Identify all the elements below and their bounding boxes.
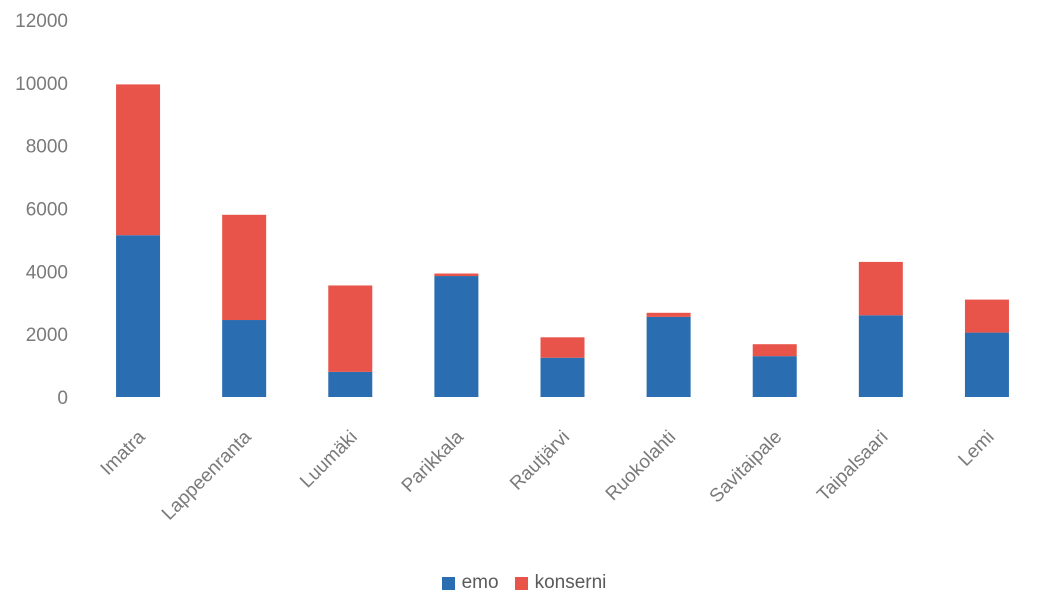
x-tick-label: Lappeenranta — [158, 426, 256, 524]
bar-konserni-0 — [116, 84, 161, 236]
legend-swatch-konserni — [514, 576, 528, 590]
x-tick-label: Imatra — [97, 426, 150, 479]
legend: emo konserni — [0, 572, 1048, 594]
bar-emo-6 — [752, 356, 797, 397]
x-tick-label: Lemi — [955, 427, 999, 471]
bar-emo-4 — [540, 357, 585, 397]
y-tick-label: 12000 — [15, 11, 68, 32]
y-tick-label: 2000 — [26, 325, 68, 346]
y-tick-label: 10000 — [15, 74, 68, 95]
chart-svg: 0 2000 4000 6000 8000 10000 12000 Imatra Lappee… — [15, 11, 1009, 524]
bar-emo-5 — [646, 316, 691, 397]
x-tick-label: Rautjärvi — [506, 427, 574, 495]
y-tick-label: 6000 — [26, 200, 68, 221]
bar-konserni-7 — [858, 261, 903, 316]
x-tick-label: Taipalsaari — [813, 427, 892, 506]
x-tick-label: Savitaipale — [706, 427, 787, 508]
bar-konserni-5 — [646, 312, 691, 317]
legend-label-emo: emo — [461, 572, 499, 593]
bar-konserni-4 — [540, 337, 585, 358]
bar-emo-1 — [222, 320, 267, 397]
y-tick-label: 8000 — [26, 137, 68, 158]
x-tick-label: Ruokolahti — [602, 427, 680, 505]
bar-emo-8 — [964, 332, 1009, 397]
bar-konserni-8 — [964, 299, 1009, 333]
bar-emo-7 — [858, 315, 903, 397]
x-tick-label: Parikkala — [398, 426, 468, 496]
y-tick-label: 0 — [57, 388, 68, 409]
y-axis: 0 2000 4000 6000 8000 10000 12000 — [15, 11, 68, 409]
bar-konserni-6 — [752, 344, 797, 357]
legend-item-emo: emo — [441, 572, 499, 594]
bar-emo-0 — [116, 235, 161, 397]
legend-item-konserni: konserni — [514, 572, 607, 594]
bar-konserni-3 — [434, 273, 479, 277]
bar-emo-2 — [328, 371, 373, 397]
bars — [116, 84, 1009, 397]
x-tick-label: Luumäki — [296, 427, 362, 493]
bar-emo-3 — [434, 276, 479, 397]
bar-konserni-1 — [222, 214, 267, 321]
legend-swatch-emo — [441, 576, 455, 590]
bar-konserni-2 — [328, 285, 373, 372]
legend-label-konserni: konserni — [534, 572, 607, 593]
x-axis: Imatra Lappeenranta Luumäki Parikkala Rautjä… — [97, 426, 999, 524]
y-tick-label: 4000 — [26, 262, 68, 283]
